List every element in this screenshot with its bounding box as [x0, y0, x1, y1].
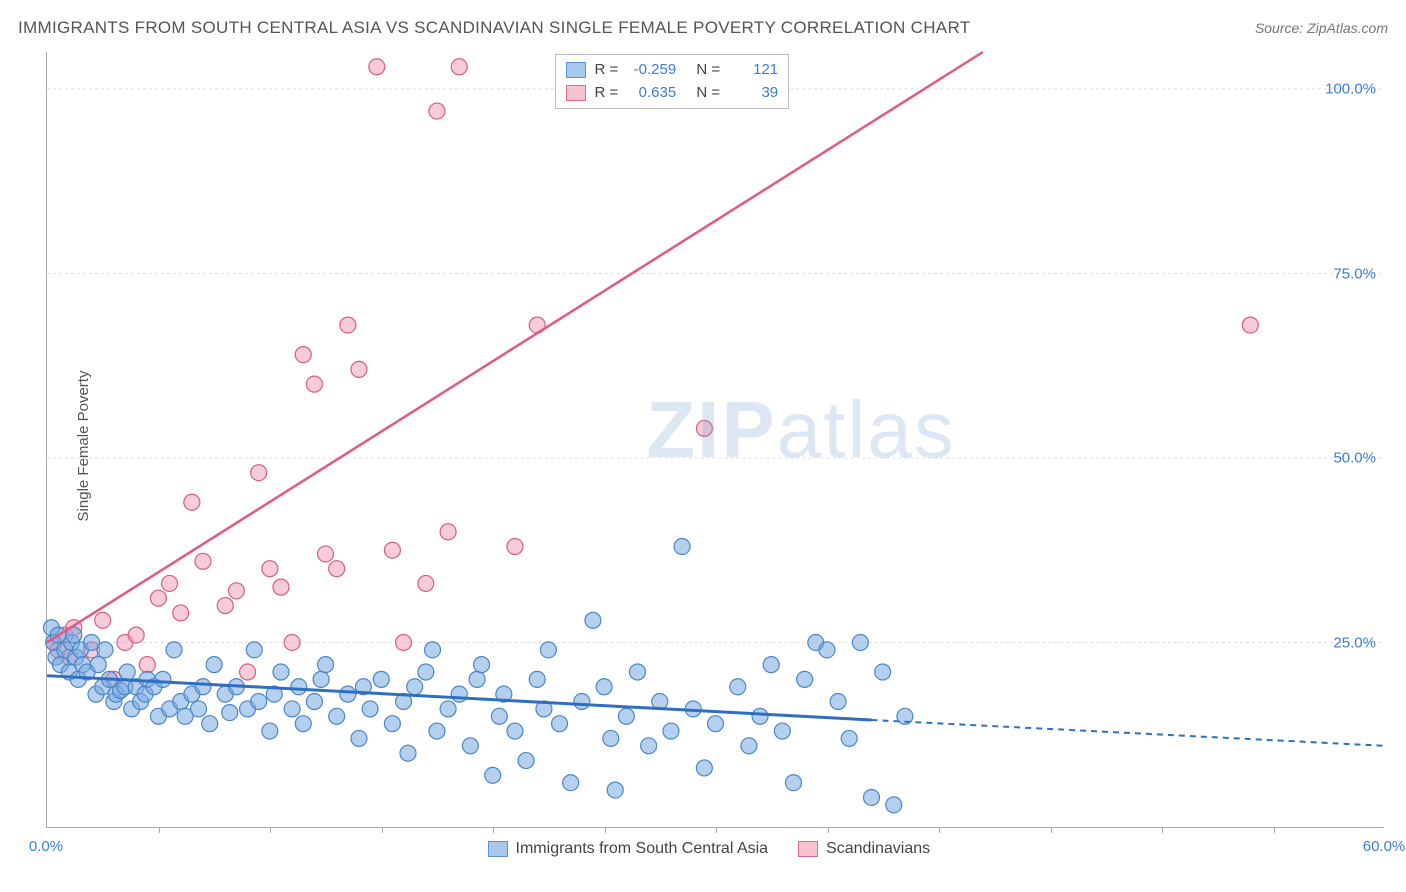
n-label-a: N =	[696, 59, 720, 82]
x-tick	[1051, 827, 1052, 833]
legend-swatch-b	[566, 85, 586, 101]
x-tick	[493, 827, 494, 833]
r-value-a: -0.259	[626, 59, 676, 82]
x-axis-max-label: 60.0%	[1363, 838, 1406, 855]
x-tick	[159, 827, 160, 833]
series-legend: Immigrants from South Central Asia Scand…	[488, 840, 931, 858]
x-tick	[828, 827, 829, 833]
r-label-a: R =	[594, 59, 618, 82]
y-tick-label: 100.0%	[1325, 80, 1376, 97]
x-tick	[939, 827, 940, 833]
y-tick-label: 75.0%	[1333, 265, 1376, 282]
x-axis-min-label: 0.0%	[29, 838, 63, 855]
x-tick	[1162, 827, 1163, 833]
series-legend-item: Scandinavians	[798, 840, 930, 858]
legend-swatch-b-icon	[798, 841, 818, 857]
x-tick	[1274, 827, 1275, 833]
y-tick-label: 50.0%	[1333, 450, 1376, 467]
chart-title: IMMIGRANTS FROM SOUTH CENTRAL ASIA VS SC…	[18, 18, 970, 38]
r-label-b: R =	[594, 82, 618, 105]
stats-legend: R = -0.259 N = 121 R = 0.635 N = 39	[555, 54, 789, 109]
chart-header: IMMIGRANTS FROM SOUTH CENTRAL ASIA VS SC…	[18, 18, 1388, 38]
legend-swatch-a-icon	[488, 841, 508, 857]
n-value-b: 39	[728, 82, 778, 105]
plot-area: ZIPatlas R = -0.259 N = 121 R = 0.635 N …	[46, 52, 1384, 828]
source-name: ZipAtlas.com	[1307, 20, 1388, 36]
n-value-a: 121	[728, 59, 778, 82]
source-prefix: Source:	[1255, 20, 1307, 36]
y-tick-label: 25.0%	[1333, 635, 1376, 652]
series-legend-item: Immigrants from South Central Asia	[488, 840, 769, 858]
legend-swatch-a	[566, 62, 586, 78]
series-a-label: Immigrants from South Central Asia	[516, 840, 769, 858]
stats-legend-row: R = 0.635 N = 39	[566, 82, 778, 105]
x-tick	[382, 827, 383, 833]
source-label: Source: ZipAtlas.com	[1255, 20, 1388, 36]
n-label-b: N =	[696, 82, 720, 105]
x-tick	[270, 827, 271, 833]
series-b-label: Scandinavians	[826, 840, 930, 858]
chart-svg	[47, 52, 1384, 827]
x-tick	[716, 827, 717, 833]
x-tick	[605, 827, 606, 833]
stats-legend-row: R = -0.259 N = 121	[566, 59, 778, 82]
r-value-b: 0.635	[626, 82, 676, 105]
